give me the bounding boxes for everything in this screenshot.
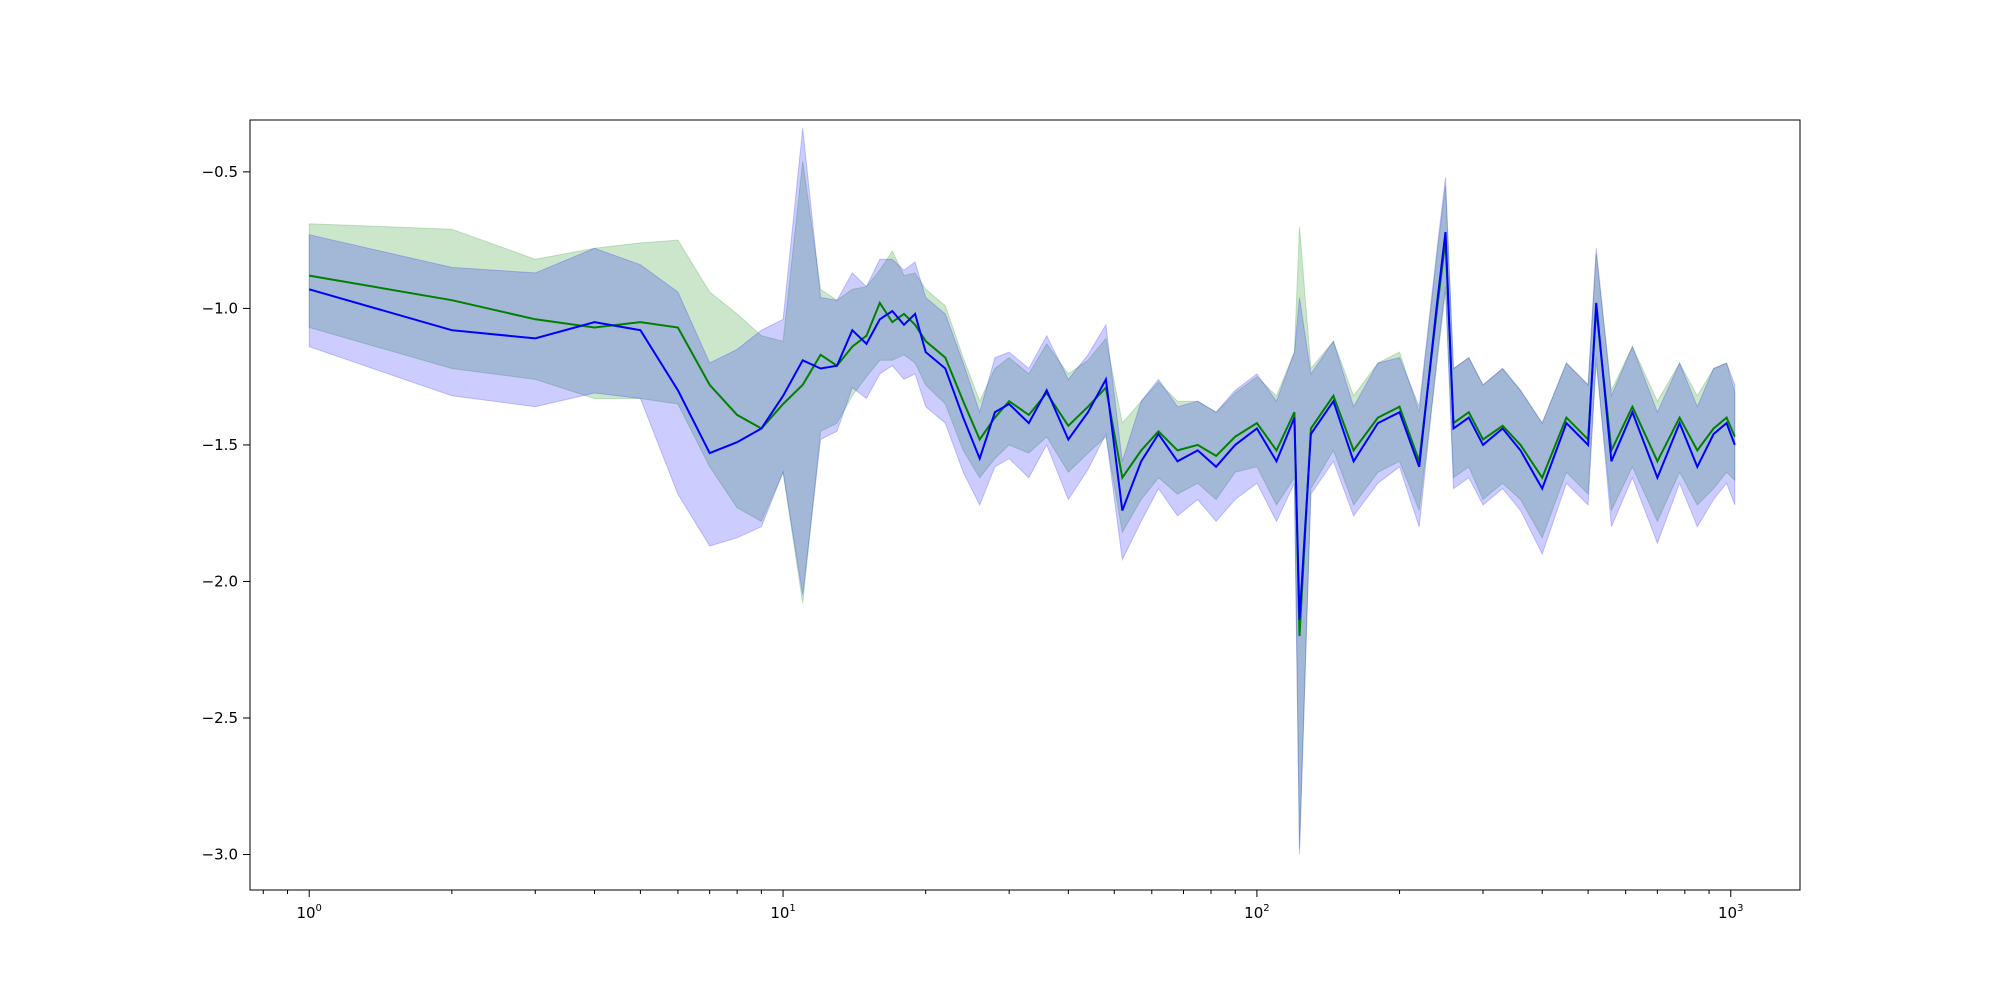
series-blue-line: [308, 231, 1736, 620]
y-tick-label: −0.5: [202, 163, 238, 181]
x-axis: 100 101 102 103: [262, 890, 1743, 922]
confidence-bands: [308, 128, 1736, 855]
y-tick-label: −1.5: [202, 436, 238, 454]
y-tick-label: −2.5: [202, 709, 238, 727]
y-tick-label: −3.0: [202, 846, 238, 864]
series-blue-band: [308, 128, 1736, 855]
y-axis: −0.5 −1.0 −1.5 −2.0 −2.5 −3.0: [202, 163, 250, 864]
x-tick-label: 101: [770, 903, 795, 922]
series-lines: [308, 231, 1736, 637]
series-green-line: [309, 239, 1736, 637]
plot-frame: [249, 119, 1801, 891]
y-tick-label: −1.0: [202, 299, 238, 317]
x-tick-label: 103: [1718, 903, 1743, 922]
y-tick-label: −2.0: [202, 572, 238, 590]
series-green-band: [308, 160, 1736, 850]
x-tick-label: 100: [296, 903, 321, 922]
x-tick-label: 102: [1244, 903, 1269, 922]
